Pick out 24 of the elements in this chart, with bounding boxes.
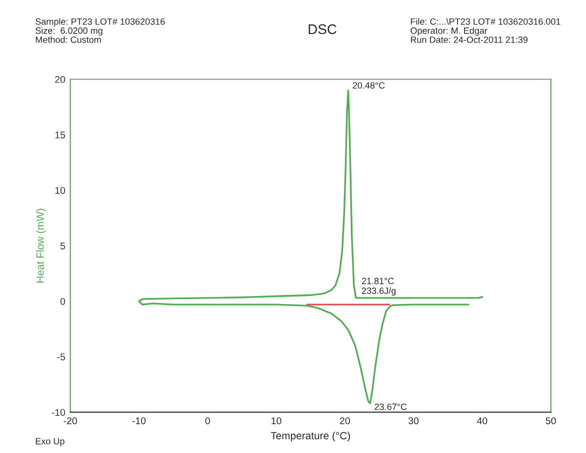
y-tick-label: -10 — [52, 408, 66, 416]
x-tick-label: 0 — [205, 417, 210, 424]
chart-title: DSC — [308, 24, 336, 34]
y-axis-title: Heat Flow (mW) — [36, 208, 46, 283]
y-tick-label: 20 — [55, 76, 66, 83]
x-tick-label: 50 — [546, 417, 556, 424]
y-tick-label: -5 — [57, 354, 66, 360]
x-tick-label: 30 — [408, 417, 419, 424]
text: File: C:...\PT23 LOT# 103620316.001 Operator: M. Edgar Run Date: 24-Oct-2011 21:39 — [410, 18, 560, 43]
x-tick-label: -20 — [64, 417, 77, 424]
y-tick-label: 15 — [55, 132, 66, 138]
y-tick-label: 5 — [60, 242, 66, 250]
x-tick-label: 20 — [340, 417, 350, 424]
text: Sample: PT23 LOT# 103620316 Size: 6.0200 mg Method: Custom — [36, 18, 165, 43]
annotation: 21.81°C 233.6J/g — [362, 278, 396, 296]
annotation: 20.48°C — [352, 82, 385, 89]
x-tick-label: -10 — [132, 417, 146, 424]
y-tick-label: 0 — [60, 298, 66, 305]
y-tick-label: 10 — [55, 186, 66, 194]
x-tick-label: 40 — [477, 417, 488, 424]
text: Exo Up — [36, 438, 64, 446]
annotation: 23.67°C — [374, 404, 407, 410]
x-tick-label: 10 — [272, 417, 282, 424]
x-axis-title: Temperature (°C) — [270, 432, 350, 442]
